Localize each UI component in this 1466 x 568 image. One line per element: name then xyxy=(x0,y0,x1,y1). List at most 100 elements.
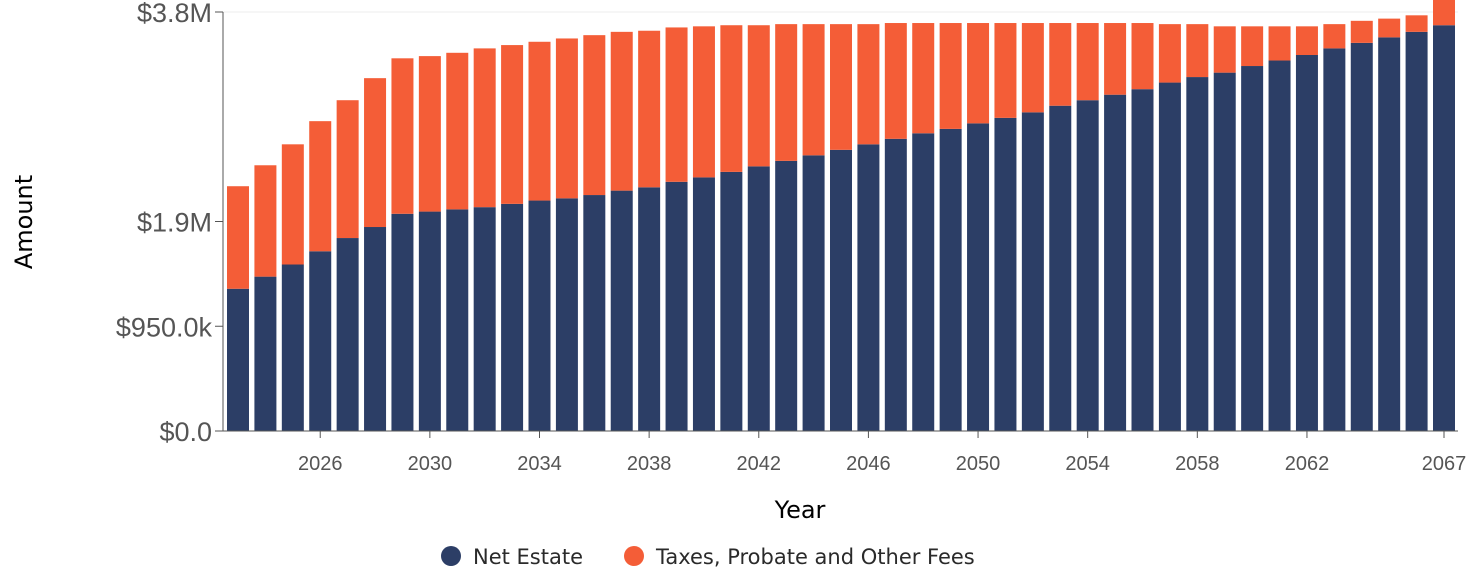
bar-net-estate-2024 xyxy=(254,276,277,431)
x-tick-label-2046: 2046 xyxy=(846,453,891,475)
bar-taxes-2062 xyxy=(1295,26,1318,55)
bar-net-estate-2035 xyxy=(555,198,578,431)
bar-net-estate-2042 xyxy=(747,166,770,431)
bar-taxes-2046 xyxy=(857,24,880,145)
bar-net-estate-2043 xyxy=(775,160,798,432)
bar-net-estate-2037 xyxy=(610,190,633,431)
x-tick-label-2030: 2030 xyxy=(408,453,453,475)
bar-taxes-2029 xyxy=(391,58,414,214)
y-tick-label-2: $1.9M xyxy=(137,208,212,238)
bar-net-estate-2062 xyxy=(1295,55,1318,431)
bar-taxes-2025 xyxy=(281,144,304,265)
bar-net-estate-2028 xyxy=(364,227,387,431)
bar-net-estate-2060 xyxy=(1241,66,1264,431)
x-tick-label-2058: 2058 xyxy=(1175,453,1220,475)
bar-taxes-2064 xyxy=(1350,20,1373,43)
bar-net-estate-2031 xyxy=(446,209,469,431)
bar-taxes-2026 xyxy=(309,121,332,252)
bar-net-estate-2065 xyxy=(1378,37,1401,432)
bar-net-estate-2027 xyxy=(336,238,359,431)
bar-taxes-2045 xyxy=(830,24,852,150)
x-tick-label-2062: 2062 xyxy=(1285,453,1330,475)
y-axis-title: Amount xyxy=(10,175,38,269)
bar-taxes-2049 xyxy=(939,23,962,129)
bar-taxes-2023 xyxy=(227,186,249,289)
bar-taxes-2024 xyxy=(254,165,277,277)
bar-net-estate-2033 xyxy=(501,203,524,431)
bar-taxes-2035 xyxy=(555,38,578,199)
bar-net-estate-2059 xyxy=(1213,72,1236,431)
x-tick-label-2034: 2034 xyxy=(517,453,562,475)
bar-taxes-2057 xyxy=(1158,24,1181,83)
bar-taxes-2034 xyxy=(528,41,551,201)
bar-taxes-2043 xyxy=(775,24,798,161)
bar-taxes-2042 xyxy=(747,25,770,167)
x-tick-layer: 2026 2030 2034 2038 2042 2046 2050 2054 2058 2062… xyxy=(298,431,1466,475)
bar-taxes-2054 xyxy=(1076,23,1099,101)
bar-net-estate-2038 xyxy=(638,187,661,431)
bar-net-estate-2051 xyxy=(994,117,1017,431)
bar-taxes-2052 xyxy=(1021,23,1044,113)
bar-net-estate-2036 xyxy=(583,195,606,431)
legend-label-net-estate: Net Estate xyxy=(473,545,583,568)
x-tick-label-2054: 2054 xyxy=(1065,453,1110,475)
bar-net-estate-2045 xyxy=(830,149,852,431)
bar-net-estate-2044 xyxy=(802,155,825,431)
bar-net-estate-2048 xyxy=(912,133,935,432)
bar-net-estate-2055 xyxy=(1104,94,1127,431)
y-tick-label-3: $3.8M xyxy=(137,0,212,28)
bar-net-estate-2058 xyxy=(1186,77,1209,431)
bar-net-estate-2039 xyxy=(665,181,688,431)
bar-taxes-2039 xyxy=(665,27,688,182)
x-tick-label-2050: 2050 xyxy=(956,453,1001,475)
bar-net-estate-2034 xyxy=(528,200,551,431)
bar-net-estate-2066 xyxy=(1405,31,1428,431)
y-tick-label-0: $0.0 xyxy=(159,417,212,447)
bar-net-estate-2026 xyxy=(309,251,332,431)
bar-taxes-2065 xyxy=(1378,18,1401,38)
bar-taxes-2044 xyxy=(802,24,825,156)
bar-net-estate-2064 xyxy=(1350,42,1373,432)
x-tick-label-2026: 2026 xyxy=(298,453,343,475)
bar-taxes-2037 xyxy=(610,31,633,191)
bar-net-estate-2029 xyxy=(391,213,414,431)
bar-net-estate-2052 xyxy=(1021,112,1044,431)
bar-net-estate-2056 xyxy=(1131,89,1154,432)
bar-taxes-2047 xyxy=(884,23,907,139)
bar-net-estate-2053 xyxy=(1049,105,1072,431)
bar-taxes-2067 xyxy=(1433,0,1455,26)
bar-taxes-2053 xyxy=(1049,23,1072,106)
bar-net-estate-2057 xyxy=(1158,82,1181,431)
bar-taxes-2032 xyxy=(473,48,496,208)
bar-net-estate-2025 xyxy=(281,264,304,431)
bar-taxes-2059 xyxy=(1213,26,1236,73)
x-axis-title: Year xyxy=(774,496,826,524)
bar-taxes-2031 xyxy=(446,52,469,210)
bar-taxes-2060 xyxy=(1241,26,1264,67)
legend-label-taxes: Taxes, Probate and Other Fees xyxy=(655,545,975,568)
bar-net-estate-2046 xyxy=(857,144,880,431)
bar-taxes-2058 xyxy=(1186,24,1209,78)
bar-taxes-2040 xyxy=(692,26,715,178)
y-tick-label-1: $950.0k xyxy=(116,312,213,342)
bar-taxes-2030 xyxy=(418,56,441,212)
bar-net-estate-2049 xyxy=(939,128,962,431)
x-tick-label-2042: 2042 xyxy=(737,453,782,475)
bar-taxes-2055 xyxy=(1104,23,1127,95)
bar-net-estate-2030 xyxy=(418,211,441,431)
bar-net-estate-2041 xyxy=(720,171,743,431)
bar-taxes-2036 xyxy=(583,35,606,196)
bar-taxes-2066 xyxy=(1405,15,1428,32)
legend-swatch-net-estate xyxy=(441,546,461,566)
bar-net-estate-2054 xyxy=(1076,100,1099,432)
bar-net-estate-2032 xyxy=(473,207,496,431)
bar-taxes-2038 xyxy=(638,30,661,188)
bar-net-estate-2067 xyxy=(1433,25,1455,431)
bar-net-estate-2063 xyxy=(1323,48,1346,431)
bar-taxes-2027 xyxy=(336,100,359,239)
legend-swatch-taxes xyxy=(624,546,644,566)
bar-taxes-2063 xyxy=(1323,24,1346,49)
bar-taxes-2033 xyxy=(501,45,524,204)
